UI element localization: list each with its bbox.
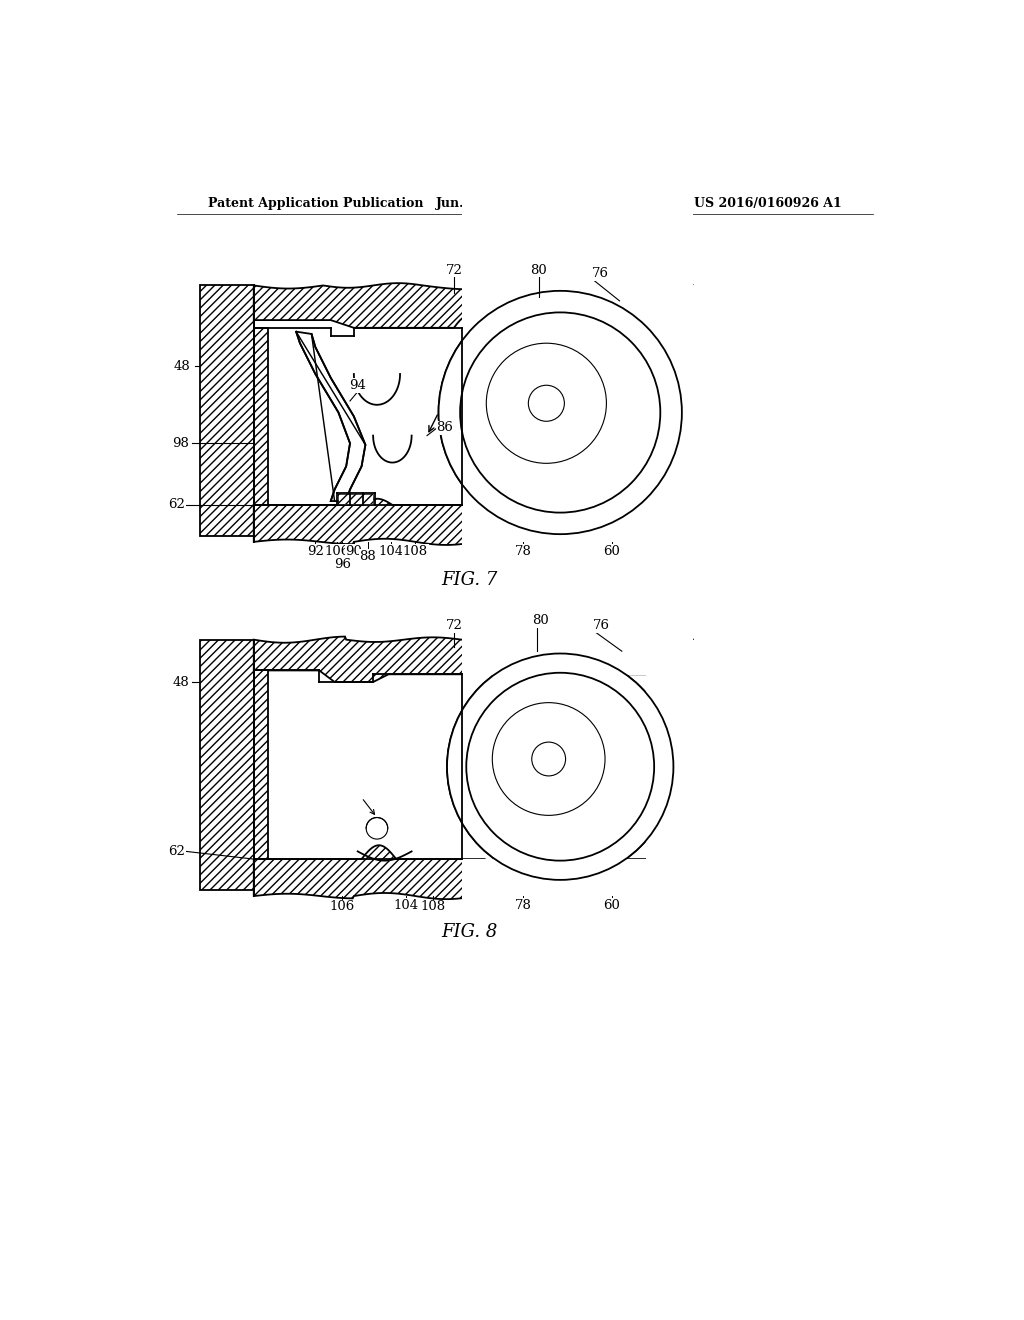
Text: 104: 104 (393, 899, 419, 912)
Text: 72: 72 (445, 619, 463, 632)
Text: 86: 86 (436, 421, 454, 434)
Circle shape (493, 702, 605, 816)
Circle shape (460, 313, 660, 512)
Circle shape (367, 817, 388, 840)
Text: 60: 60 (603, 545, 621, 557)
Circle shape (447, 653, 674, 880)
Polygon shape (254, 845, 692, 899)
Text: 108: 108 (421, 900, 445, 913)
Bar (462, 158, 692, 327)
Polygon shape (254, 327, 267, 506)
Circle shape (486, 343, 606, 463)
Bar (462, 859, 692, 1014)
Polygon shape (254, 281, 692, 327)
Bar (462, 158, 692, 675)
Polygon shape (640, 285, 692, 543)
Text: 76: 76 (593, 619, 610, 632)
Text: 90: 90 (345, 545, 362, 557)
Bar (646, 640, 801, 902)
Text: 62: 62 (168, 845, 185, 858)
Circle shape (438, 290, 682, 535)
Text: 80: 80 (531, 614, 549, 627)
Text: Patent Application Publication: Patent Application Publication (208, 197, 423, 210)
Text: 106: 106 (330, 900, 355, 913)
Text: 78: 78 (515, 899, 531, 912)
Circle shape (531, 742, 565, 776)
Bar (462, 506, 692, 659)
Text: FIG. 8: FIG. 8 (441, 923, 498, 941)
Circle shape (531, 742, 565, 776)
Polygon shape (640, 640, 692, 896)
Polygon shape (254, 636, 692, 682)
Text: Jun. 9, 2016  Sheet 7 of 8: Jun. 9, 2016 Sheet 7 of 8 (436, 197, 613, 210)
Circle shape (466, 673, 654, 861)
Text: 88: 88 (359, 550, 376, 564)
Text: 106: 106 (325, 545, 349, 557)
Polygon shape (296, 331, 366, 502)
Polygon shape (254, 499, 692, 545)
Polygon shape (200, 285, 254, 536)
Text: 72: 72 (445, 264, 463, 277)
Bar (646, 285, 801, 548)
Circle shape (528, 385, 564, 421)
Circle shape (486, 343, 606, 463)
Text: 104: 104 (378, 545, 403, 557)
Text: 80: 80 (530, 264, 547, 277)
Circle shape (493, 702, 605, 816)
Text: 62: 62 (168, 499, 185, 511)
Text: 108: 108 (402, 545, 428, 557)
Polygon shape (200, 640, 254, 890)
Text: FIG. 7: FIG. 7 (441, 572, 498, 589)
Text: 48: 48 (174, 360, 190, 372)
Circle shape (447, 653, 674, 880)
Circle shape (528, 385, 564, 421)
Text: 60: 60 (603, 899, 621, 912)
Text: 94: 94 (349, 379, 367, 392)
Text: 78: 78 (515, 545, 531, 557)
Circle shape (460, 313, 660, 512)
Polygon shape (254, 671, 267, 859)
Text: 98: 98 (172, 437, 189, 450)
Text: US 2016/0160926 A1: US 2016/0160926 A1 (694, 197, 842, 210)
Polygon shape (339, 494, 373, 504)
Text: 48: 48 (172, 676, 189, 689)
Text: 76: 76 (592, 268, 608, 280)
Circle shape (466, 673, 654, 861)
Circle shape (438, 290, 682, 535)
Text: 92: 92 (307, 545, 324, 557)
Text: 96: 96 (334, 557, 351, 570)
